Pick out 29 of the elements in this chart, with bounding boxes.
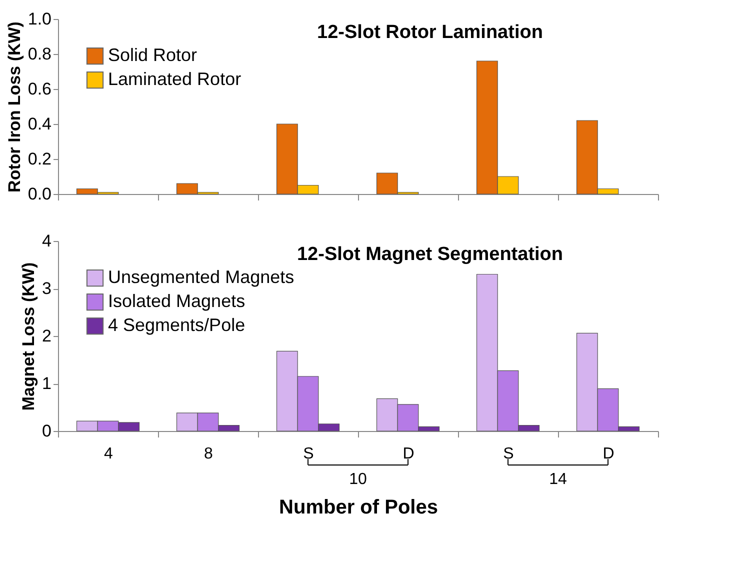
- x-axis-title: Number of Poles: [279, 496, 438, 518]
- y-tick-label: 4: [42, 232, 52, 250]
- y-tick-label: 0.4: [28, 114, 52, 134]
- y-tick-label: 0.8: [28, 44, 52, 64]
- x-tick-label: 4: [104, 446, 114, 462]
- legend-label: Laminated Rotor: [108, 69, 242, 89]
- y-tick-label: 1: [42, 374, 52, 393]
- x-tick-label: D: [402, 446, 414, 462]
- legend-label: Isolated Magnets: [108, 291, 246, 311]
- x-tick-label: D: [602, 446, 614, 462]
- y-axis-title: Rotor Iron Loss (KW): [4, 22, 24, 192]
- x-tick-label: S: [503, 446, 514, 462]
- text: 10: [349, 471, 367, 488]
- y-tick-label: 1.0: [28, 10, 52, 28]
- y-axis-title: Magnet Loss (KW): [19, 262, 38, 411]
- y-tick-label: 2: [42, 326, 52, 346]
- y-tick-label: 3: [42, 279, 52, 298]
- text: 14: [549, 471, 567, 488]
- y-tick-label: 0: [42, 422, 52, 440]
- chart-title: 12-Slot Magnet Segmentation: [296, 244, 564, 265]
- legend-label: 4 Segments/Pole: [108, 315, 246, 335]
- y-tick-label: 0.2: [28, 150, 52, 168]
- legend-label: Unsegmented Magnets: [108, 267, 294, 287]
- chart-title: 12-Slot Rotor Lamination: [317, 22, 543, 43]
- y-tick-label: 0.0: [28, 184, 52, 204]
- y-tick-label: 0.6: [28, 80, 52, 98]
- x-tick-label: S: [303, 446, 314, 462]
- x-tick-label: 8: [204, 446, 214, 462]
- legend-label: Solid Rotor: [108, 45, 198, 65]
